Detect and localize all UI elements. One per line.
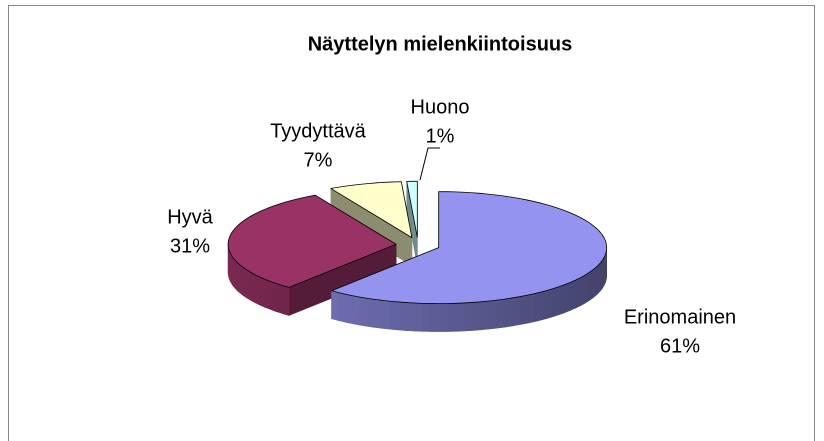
slice-side: [232, 256, 235, 289]
slice-side: [265, 279, 272, 311]
slice: [406, 180, 418, 238]
slice-side: [439, 303, 449, 332]
slice-side: [533, 291, 542, 323]
slice-side: [282, 285, 290, 316]
slice-side: [351, 295, 360, 326]
slice-side: [591, 267, 596, 300]
slice-side: [276, 283, 283, 314]
slice-side: [359, 296, 368, 327]
slice-side: [234, 259, 238, 292]
slice-side: [366, 297, 375, 328]
slice-side: [239, 264, 244, 297]
slice-side: [496, 298, 506, 329]
slice-side: [570, 279, 576, 311]
slice-side: [422, 303, 432, 332]
slice-side: [588, 269, 593, 302]
slice-side: [344, 293, 353, 324]
slice-side: [337, 292, 346, 323]
slice-side: [406, 302, 415, 332]
slice-side: [246, 269, 252, 302]
slice: [331, 191, 608, 305]
slice-side: [331, 290, 339, 321]
slice-side: [480, 300, 490, 331]
slice-side: [381, 300, 391, 330]
slice-side: [600, 258, 603, 292]
slice-side: [519, 294, 528, 326]
slice-side: [255, 274, 261, 306]
data-label-name: Huono: [411, 96, 470, 118]
slice-side: [236, 261, 241, 294]
slice-side: [512, 296, 521, 327]
slice-side: [595, 264, 599, 297]
slice-side: [504, 297, 513, 328]
slice-side: [526, 293, 535, 324]
data-label-value: 31%: [170, 235, 210, 257]
slice-side: [472, 301, 482, 331]
slice-side: [374, 299, 383, 329]
slice-side: [579, 274, 585, 307]
slice-side: [270, 281, 277, 313]
slice-side: [564, 281, 571, 313]
slice-side: [540, 289, 548, 321]
slice-side: [447, 302, 457, 332]
slice-side: [597, 261, 601, 295]
slice-side: [389, 300, 399, 331]
chart-title: Näyttelyn mielenkiintoisuus: [308, 33, 573, 55]
slice-side: [430, 303, 440, 332]
slice-side: [546, 288, 554, 319]
leader-line: [419, 147, 440, 181]
data-label-name: Tyydyttävä: [270, 120, 366, 142]
slice-side: [575, 277, 581, 309]
slice-side: [584, 272, 589, 304]
slice-side: [553, 286, 560, 317]
slice-side: [260, 276, 266, 308]
data-label-value: 61%: [660, 335, 700, 357]
slice-side: [243, 267, 248, 299]
slice: [227, 194, 397, 288]
slice-side: [488, 299, 498, 330]
slice-side: [559, 284, 566, 315]
slice-side: [397, 301, 407, 331]
data-label-name: Hyvä: [167, 206, 213, 228]
slice-side: [250, 272, 256, 304]
slice-side: [456, 302, 465, 332]
slice-side: [464, 302, 474, 332]
slice-side: [414, 302, 424, 332]
slice: [330, 181, 413, 239]
data-label-value: 7%: [304, 149, 333, 171]
data-label-name: Erinomainen: [624, 306, 736, 328]
data-label-value: 1%: [426, 125, 455, 147]
